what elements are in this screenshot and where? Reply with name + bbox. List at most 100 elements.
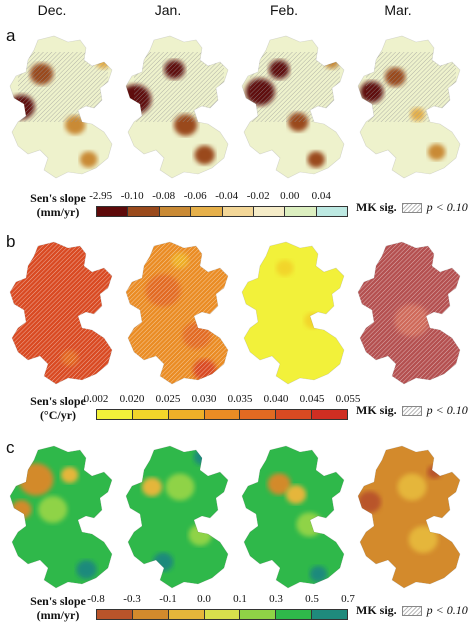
map-border <box>9 445 113 589</box>
map-anomaly-patch <box>188 524 212 546</box>
tick-label: -0.02 <box>246 190 270 202</box>
tick-label: 0.5 <box>305 593 319 605</box>
map-a-feb <box>240 32 352 182</box>
map-b-mar <box>356 238 468 388</box>
legend-c-mk: MK sig. p < 0.10 <box>356 603 472 618</box>
colorbar-segment <box>97 410 133 419</box>
map-anomaly-patch <box>76 560 97 579</box>
panel-letter-b: b <box>6 232 16 251</box>
map-anomaly-patch <box>358 491 382 513</box>
tick-label: 0.040 <box>263 393 289 405</box>
map-border <box>9 35 113 179</box>
colorbar-segment <box>204 410 241 419</box>
legend-c-p-label: p < 0.10 <box>426 603 468 617</box>
month-header-jan: Jan. <box>154 2 182 18</box>
map-svg <box>9 445 113 589</box>
tick-label: 0.00 <box>280 190 300 202</box>
colorbar-segment <box>312 610 348 619</box>
map-svg <box>9 35 113 179</box>
tick-label: -0.1 <box>159 593 177 605</box>
map-anomaly-patch <box>397 473 427 501</box>
legend-c-title-line2: (mm/yr) <box>36 608 80 622</box>
legend-a-colorbar <box>96 206 348 217</box>
map-anomaly-patch <box>38 496 68 523</box>
map-region <box>242 446 344 588</box>
tick-label: -0.3 <box>123 593 141 605</box>
legend-a-title-line1: Sen's slope <box>30 191 86 205</box>
colorbar-segment <box>276 410 313 419</box>
map-anomaly-patch <box>165 473 195 501</box>
legend-b-title: Sen's slope (°C/yr) <box>20 394 96 422</box>
tick-label: 0.0 <box>197 593 211 605</box>
map-anomaly-patch <box>408 526 438 553</box>
colorbar-segment <box>240 410 277 419</box>
colorbar-segment <box>159 207 192 216</box>
colorbar-segment <box>253 207 286 216</box>
map-svg <box>241 241 345 385</box>
colorbar-segment <box>97 610 133 619</box>
map-border <box>241 35 345 179</box>
map-border <box>241 241 345 385</box>
legend-b-mk: MK sig. p < 0.10 <box>356 403 472 418</box>
map-svg <box>125 445 229 589</box>
hatch-swatch-icon <box>401 605 422 616</box>
map-anomaly-patch <box>427 143 446 161</box>
significance-hatch <box>366 52 456 122</box>
panel-letter-c: c <box>6 438 15 457</box>
map-anomaly-patch <box>285 485 307 504</box>
colorbar-segment <box>97 207 129 216</box>
colorbar-segment <box>222 207 254 216</box>
legend-a-p-label: p < 0.10 <box>426 200 468 214</box>
map-border <box>125 445 229 589</box>
map-svg <box>125 35 229 179</box>
map-border <box>357 445 461 589</box>
map-a-dec <box>8 32 120 182</box>
map-border <box>357 241 461 385</box>
legend-a-mk-label: MK sig. <box>356 200 397 214</box>
colorbar-segment <box>316 207 347 216</box>
colorbar-segment <box>285 207 317 216</box>
colorbar-segment <box>312 410 348 419</box>
tick-label: -0.04 <box>215 190 239 202</box>
month-header-dec: Dec. <box>37 2 67 18</box>
map-svg <box>357 241 461 385</box>
tick-label: 0.030 <box>191 393 217 405</box>
map-anomaly-patch <box>194 145 215 165</box>
map-svg <box>357 445 461 589</box>
map-anomaly-patch <box>79 151 98 168</box>
colorbar-segment <box>191 207 223 216</box>
tick-label: -0.06 <box>183 190 207 202</box>
legend-b-mk-label: MK sig. <box>356 403 397 417</box>
colorbar-segment <box>276 610 313 619</box>
map-region <box>358 446 460 588</box>
map-anomaly-patch <box>11 500 32 519</box>
tick-label: -0.08 <box>152 190 176 202</box>
tick-label: 0.055 <box>335 393 361 405</box>
legend-c-title: Sen's slope (mm/yr) <box>20 594 96 622</box>
colorbar-segment <box>240 610 277 619</box>
legend-b-p-label: p < 0.10 <box>426 403 468 417</box>
colorbar-segment <box>128 207 160 216</box>
legend-b-title-line2: (°C/yr) <box>39 408 77 422</box>
legend-c-mk-label: MK sig. <box>356 603 397 617</box>
map-c-mar <box>356 442 468 592</box>
map-anomaly-patch <box>18 463 54 496</box>
tick-label: 0.1 <box>233 593 247 605</box>
map-border <box>357 35 461 179</box>
map-anomaly-patch <box>267 473 291 495</box>
map-border <box>9 241 113 385</box>
legend-b-ticks: 0.002 0.020 0.025 0.030 0.035 0.040 0.045 0.055 <box>84 393 361 407</box>
significance-hatch <box>18 52 108 122</box>
colorbar-segment <box>168 610 205 619</box>
map-anomaly-patch <box>153 552 174 572</box>
legend-a-title: Sen's slope (mm/yr) <box>20 191 96 219</box>
map-c-feb <box>240 442 352 592</box>
map-svg <box>241 445 345 589</box>
tick-label: 0.045 <box>299 393 325 405</box>
colorbar-segment <box>132 610 169 619</box>
map-c-jan <box>124 442 236 592</box>
significance-hatch <box>250 52 340 122</box>
map-svg <box>125 241 229 385</box>
map-a-mar <box>356 32 468 182</box>
map-border <box>125 241 229 385</box>
